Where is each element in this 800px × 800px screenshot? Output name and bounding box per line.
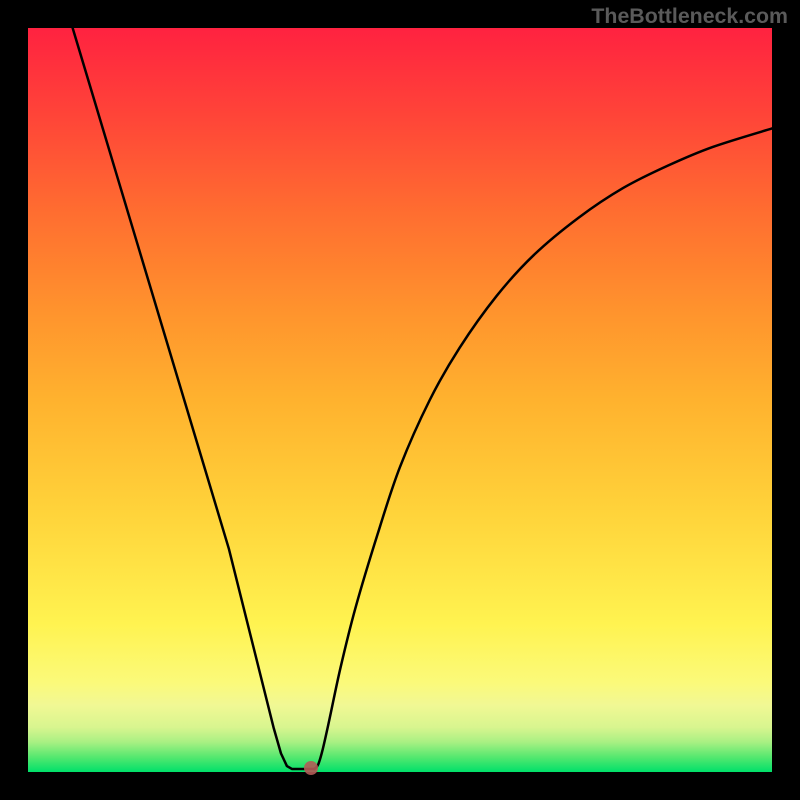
chart-container: TheBottleneck.com bbox=[0, 0, 800, 800]
bottleneck-curve-left bbox=[73, 28, 315, 769]
bottleneck-curve-right bbox=[314, 128, 772, 769]
plot-area bbox=[28, 28, 772, 772]
watermark-text: TheBottleneck.com bbox=[591, 4, 788, 29]
optimum-marker bbox=[304, 761, 318, 775]
curve-layer bbox=[28, 28, 772, 772]
